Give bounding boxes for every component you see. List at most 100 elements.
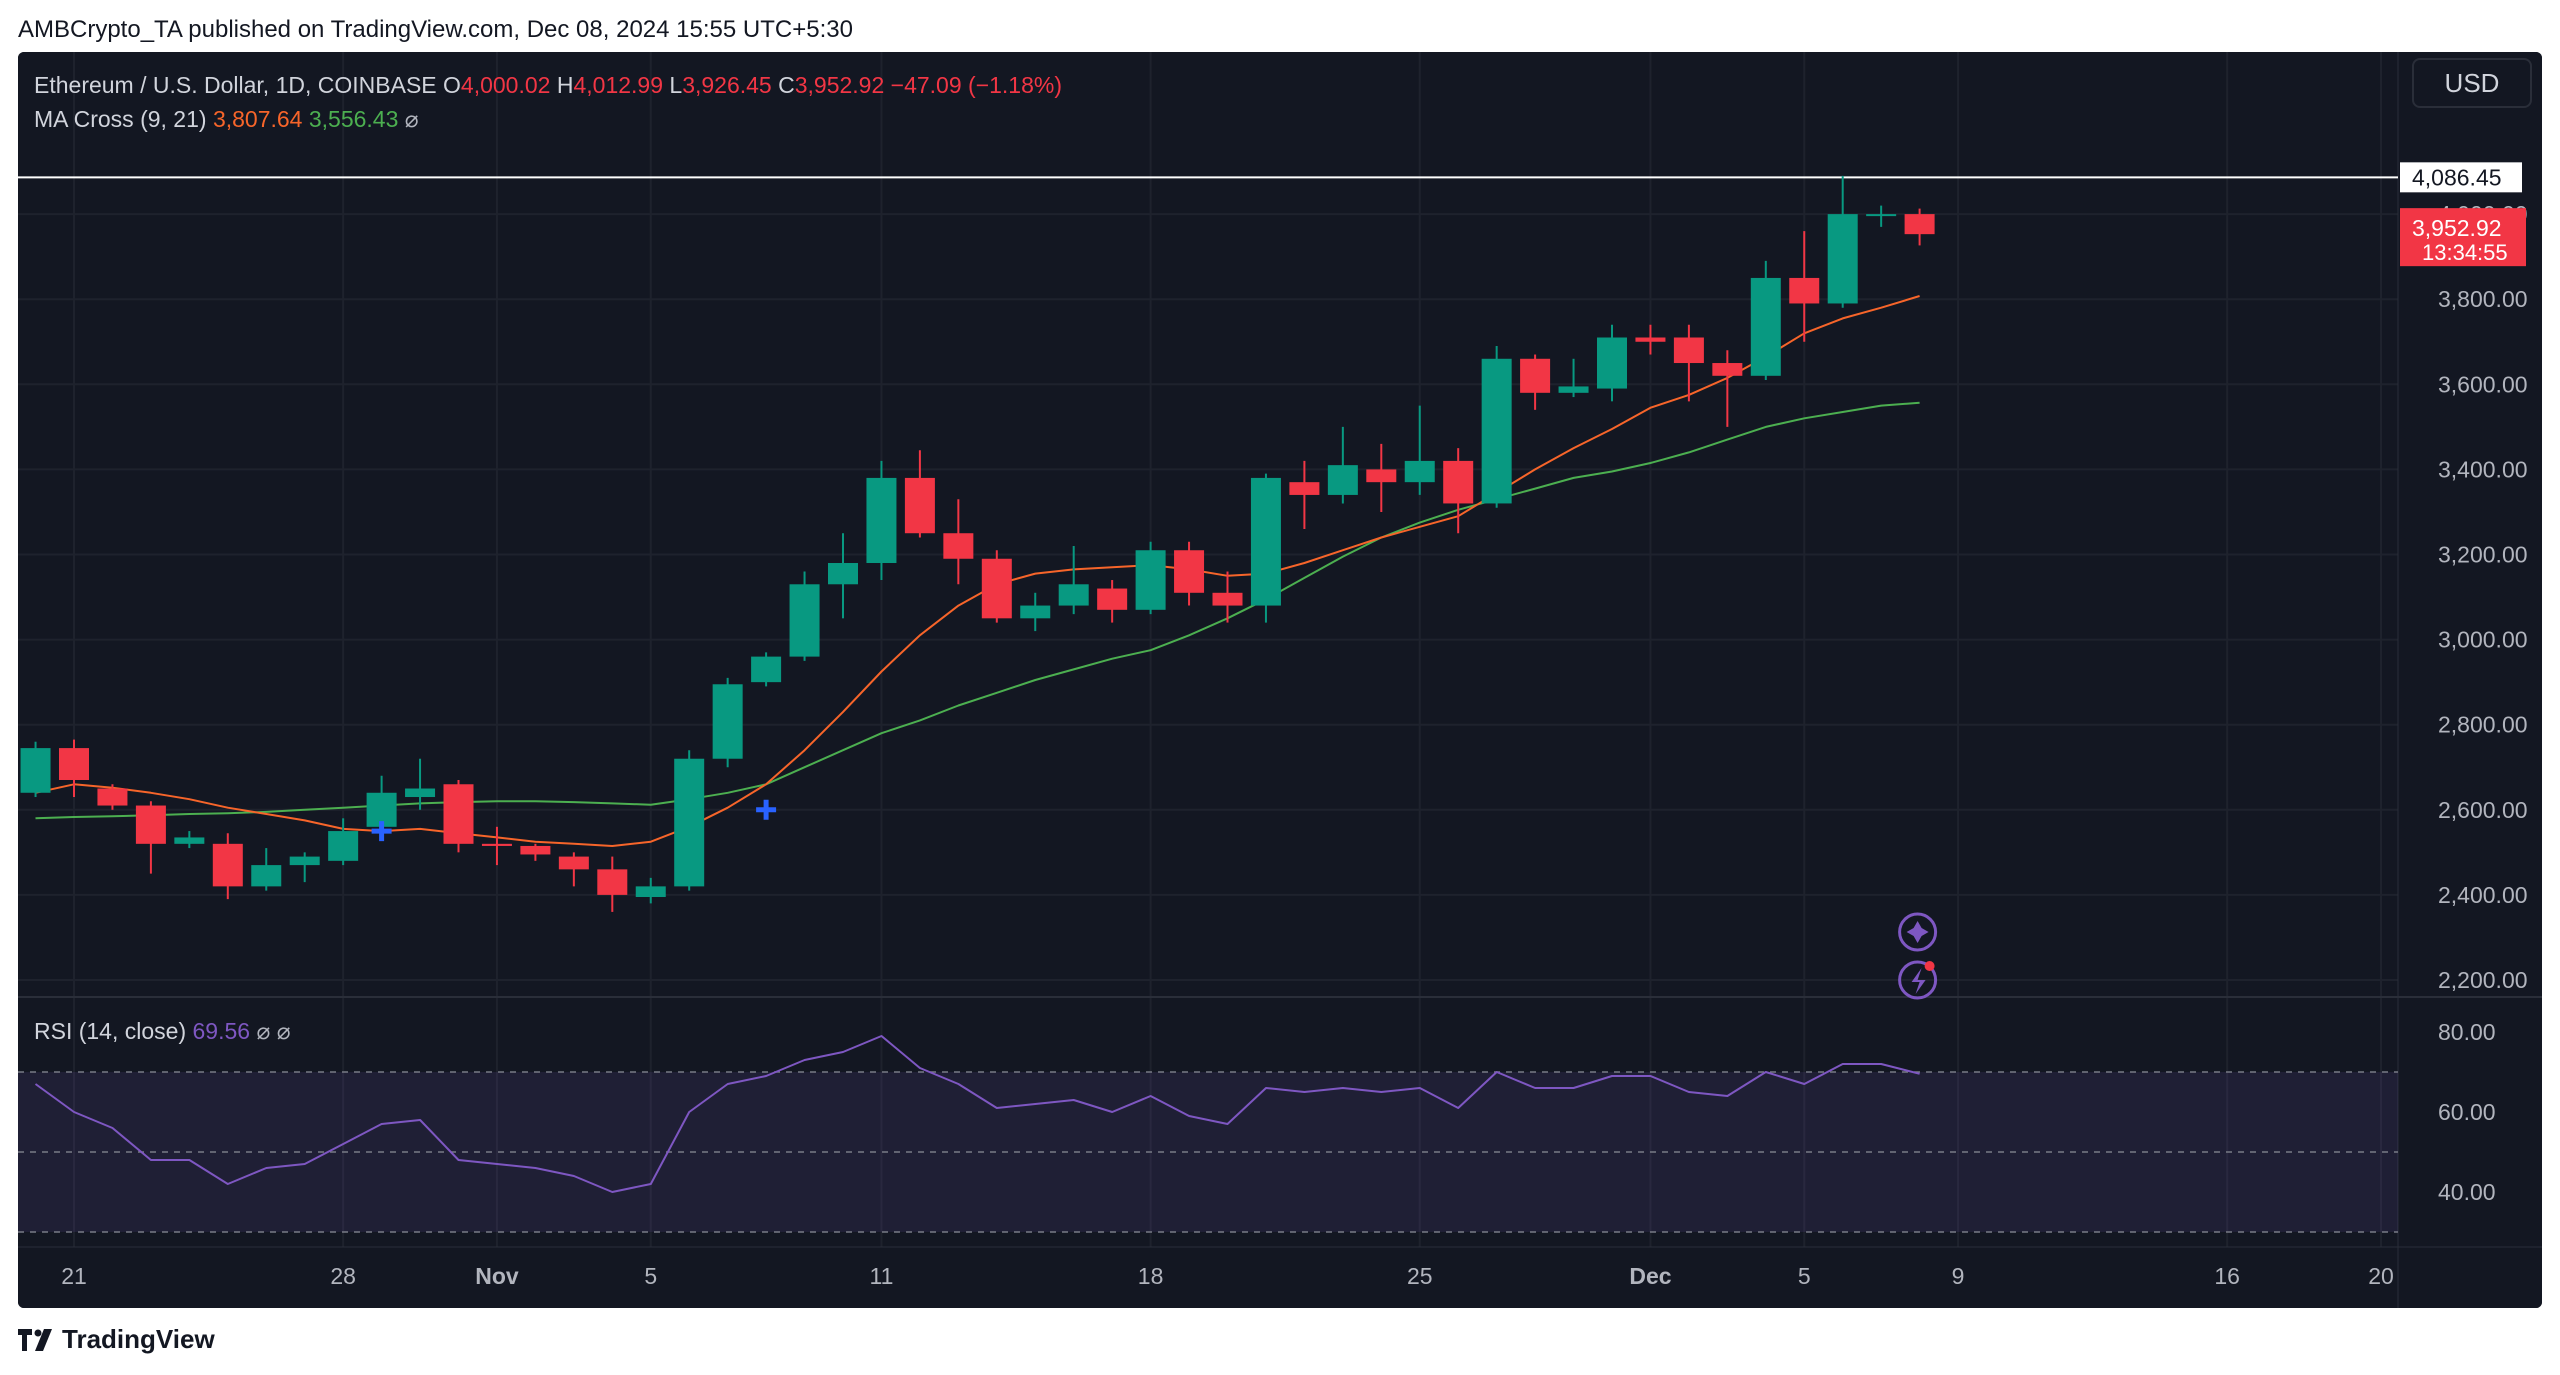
candle-down[interactable] xyxy=(1712,363,1743,376)
candle-up[interactable] xyxy=(174,837,205,844)
visibility-icon[interactable]: ⌀ xyxy=(404,106,419,132)
candle-down[interactable] xyxy=(1635,337,1666,342)
candle-down[interactable] xyxy=(59,748,89,781)
ma-fast-line xyxy=(35,295,1920,847)
high-value: 4,012.99 xyxy=(573,72,663,98)
low-value: 3,926.45 xyxy=(682,72,772,98)
candle-down[interactable] xyxy=(1443,460,1474,504)
candle-down[interactable] xyxy=(1212,592,1243,606)
candle-down[interactable] xyxy=(520,845,551,855)
rsi-value: 69.56 xyxy=(192,1018,251,1044)
ma-slow-line xyxy=(35,401,1920,820)
candle-down[interactable] xyxy=(443,784,474,844)
rsi-settings-icon[interactable]: ⌀ xyxy=(276,1018,291,1044)
price-axis-tick: 3,600.00 xyxy=(2438,371,2528,397)
candle-down[interactable] xyxy=(212,843,243,887)
candle-up[interactable] xyxy=(328,831,359,861)
candle-down[interactable] xyxy=(1097,588,1128,610)
candle-down[interactable] xyxy=(1174,550,1205,593)
candle-down[interactable] xyxy=(1673,337,1704,364)
candle-down[interactable] xyxy=(97,788,128,806)
tradingview-logo[interactable]: TradingView xyxy=(18,1324,215,1355)
candle-up[interactable] xyxy=(289,856,320,866)
candle-up[interactable] xyxy=(1866,214,1897,217)
candle-up[interactable] xyxy=(866,477,897,564)
candle-up[interactable] xyxy=(405,788,436,798)
time-axis-tick: 5 xyxy=(644,1263,657,1289)
candle-down[interactable] xyxy=(481,843,512,846)
high-price-label-bg xyxy=(2400,162,2522,193)
time-axis-tick: 9 xyxy=(1952,1263,1965,1289)
time-axis-tick: Nov xyxy=(475,1263,519,1289)
rsi-line xyxy=(34,1035,1920,1193)
candle-up[interactable] xyxy=(1558,386,1589,393)
currency-button[interactable]: USD xyxy=(2412,58,2532,108)
candle-up[interactable] xyxy=(1750,277,1781,376)
price-axis-tick: 3,200.00 xyxy=(2438,542,2528,568)
price-axis-tick: 2,800.00 xyxy=(2438,712,2528,738)
candle-up[interactable] xyxy=(1597,337,1627,389)
candle-down[interactable] xyxy=(1366,469,1397,483)
candle-up[interactable] xyxy=(635,886,666,898)
time-axis-tick: 18 xyxy=(1138,1263,1164,1289)
candle-up[interactable] xyxy=(1058,584,1089,606)
candle-up[interactable] xyxy=(1020,605,1051,619)
ideas-icon-star xyxy=(1906,921,1929,943)
ideas-icon[interactable] xyxy=(1898,912,1938,952)
candle-up[interactable] xyxy=(1404,460,1435,483)
candle-down[interactable] xyxy=(943,533,974,559)
candle-down[interactable] xyxy=(597,869,628,895)
price-axis-tick: 3,400.00 xyxy=(2438,456,2528,482)
candle-down[interactable] xyxy=(1904,214,1935,235)
candle-up[interactable] xyxy=(789,584,820,657)
candle-up[interactable] xyxy=(251,865,282,887)
candle-up[interactable] xyxy=(712,684,743,759)
time-axis-tick: 25 xyxy=(1407,1263,1433,1289)
chart-legend: Ethereum / U.S. Dollar, 1D, COINBASE O4,… xyxy=(34,68,1062,136)
bar-countdown: 13:34:55 xyxy=(2422,240,2508,265)
open-value: 4,000.02 xyxy=(460,72,551,98)
price-axis-tick: 3,000.00 xyxy=(2438,627,2528,653)
last-price-label-bg xyxy=(2400,208,2526,267)
candle-down[interactable] xyxy=(135,805,166,844)
events-icon[interactable] xyxy=(1898,960,1938,1000)
price-axis-tick: 2,400.00 xyxy=(2438,882,2528,908)
candle-up[interactable] xyxy=(674,758,705,887)
high-label: H xyxy=(556,72,574,98)
rsi-label[interactable]: RSI (14, close) xyxy=(34,1018,187,1044)
time-axis-tick: 5 xyxy=(1798,1263,1811,1289)
tradingview-brand-text: TradingView xyxy=(62,1324,215,1354)
candle-down[interactable] xyxy=(1789,277,1820,304)
candle-down[interactable] xyxy=(558,856,589,870)
ma-cross-marker[interactable] xyxy=(371,821,392,842)
ma-fast-value: 3,807.64 xyxy=(212,106,303,132)
candle-up[interactable] xyxy=(20,748,51,793)
open-label: O xyxy=(443,72,461,98)
last-price-value: 3,952.92 xyxy=(2412,215,2502,241)
candle-down[interactable] xyxy=(904,477,935,534)
candle-up[interactable] xyxy=(751,656,782,683)
rsi-visibility-icon[interactable]: ⌀ xyxy=(256,1018,271,1044)
close-value: 3,952.92 xyxy=(794,72,885,98)
close-label: C xyxy=(778,72,795,98)
ma-cross-marker[interactable] xyxy=(756,799,777,820)
time-axis-tick: 11 xyxy=(870,1263,894,1289)
symbol-name[interactable]: Ethereum / U.S. Dollar, 1D, COINBASE xyxy=(34,72,437,98)
low-label: L xyxy=(669,72,683,98)
candle-up[interactable] xyxy=(1481,358,1512,504)
candle-up[interactable] xyxy=(1250,477,1281,606)
candle-up[interactable] xyxy=(1135,550,1166,610)
candle-up[interactable] xyxy=(1827,214,1858,304)
candle-up[interactable] xyxy=(828,563,858,585)
time-axis-tick: 20 xyxy=(2368,1263,2394,1289)
rsi-axis-tick: 60.00 xyxy=(2438,1099,2496,1125)
ma-cross-label[interactable]: MA Cross (9, 21) xyxy=(34,106,207,132)
chart-canvas[interactable]: 4,086.45 2,200.00 2,400.00 2,600.00 2,800.00… xyxy=(18,52,2542,1308)
candle-down[interactable] xyxy=(1289,482,1320,495)
rsi-legend: RSI (14, close) 69.56 ⌀ ⌀ xyxy=(34,1018,291,1045)
chart-area[interactable]: 4,086.45 2,200.00 2,400.00 2,600.00 2,800.00… xyxy=(18,52,2542,1308)
candle-down[interactable] xyxy=(981,558,1012,619)
candle-up[interactable] xyxy=(1327,465,1358,495)
time-axis-tick: 28 xyxy=(330,1263,356,1289)
candle-down[interactable] xyxy=(1520,358,1551,393)
